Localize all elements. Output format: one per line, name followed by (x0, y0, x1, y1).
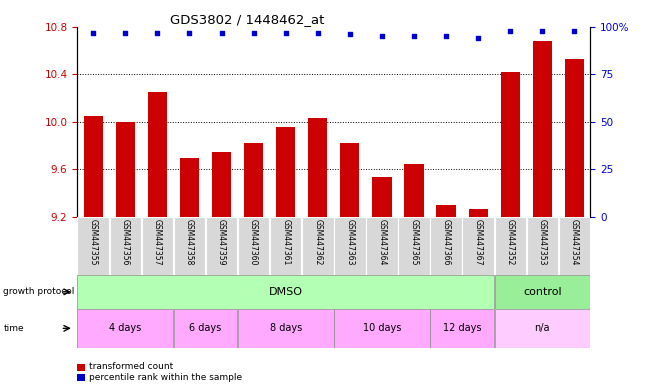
Text: GSM447359: GSM447359 (217, 219, 226, 265)
Bar (212, 152, 231, 217)
Bar (468, 209, 488, 217)
Text: time: time (3, 324, 24, 333)
Bar (174, 309, 238, 348)
Text: GSM447356: GSM447356 (121, 219, 130, 265)
Point (88, 30, 99, 36)
Point (344, 31, 355, 38)
Text: control: control (523, 287, 562, 297)
Bar (399, 217, 429, 275)
Point (248, 30, 259, 36)
Bar (276, 127, 295, 217)
Bar (340, 143, 360, 217)
Bar (180, 157, 199, 217)
Bar (495, 275, 590, 309)
Bar (533, 41, 552, 217)
Bar (77, 309, 173, 348)
Bar (495, 217, 526, 275)
Text: 6 days: 6 days (189, 323, 221, 333)
Text: GSM447362: GSM447362 (313, 219, 322, 265)
Text: 10 days: 10 days (363, 323, 401, 333)
Text: 4 days: 4 days (109, 323, 142, 333)
Point (184, 30, 195, 36)
Bar (206, 217, 238, 275)
Bar (334, 217, 366, 275)
Bar (372, 177, 392, 217)
Bar (501, 72, 520, 217)
Point (280, 30, 291, 36)
Point (537, 28, 548, 34)
Bar (270, 217, 301, 275)
Text: GSM447364: GSM447364 (378, 219, 386, 265)
Bar (430, 217, 462, 275)
Point (505, 28, 515, 34)
Text: growth protocol: growth protocol (3, 287, 74, 296)
Bar (77, 364, 85, 371)
Bar (527, 217, 558, 275)
Point (152, 30, 163, 36)
Bar (565, 59, 584, 217)
Text: GSM447363: GSM447363 (346, 219, 354, 265)
Bar (559, 217, 590, 275)
Text: GSM447365: GSM447365 (409, 219, 419, 265)
Text: GSM447353: GSM447353 (538, 219, 547, 265)
Bar (77, 275, 494, 309)
Bar (366, 217, 398, 275)
Bar (84, 116, 103, 217)
Text: GSM447355: GSM447355 (89, 219, 98, 265)
Point (569, 28, 580, 34)
Point (313, 30, 323, 36)
Bar (148, 92, 167, 217)
Bar (495, 309, 590, 348)
Bar (77, 217, 109, 275)
Bar (430, 309, 494, 348)
Text: GSM447352: GSM447352 (506, 219, 515, 265)
Text: GSM447366: GSM447366 (442, 219, 451, 265)
Bar (437, 205, 456, 217)
Bar (334, 309, 429, 348)
Text: GSM447354: GSM447354 (570, 219, 579, 265)
Bar (115, 122, 135, 217)
Text: n/a: n/a (535, 323, 550, 333)
Bar (308, 118, 327, 217)
Bar (174, 217, 205, 275)
Bar (109, 217, 141, 275)
Text: GDS3802 / 1448462_at: GDS3802 / 1448462_at (170, 13, 324, 26)
Point (441, 33, 452, 40)
Point (409, 33, 419, 40)
Text: GSM447367: GSM447367 (474, 219, 482, 265)
Bar (142, 217, 173, 275)
Point (120, 30, 131, 36)
Bar (405, 164, 423, 217)
Bar (302, 217, 333, 275)
Text: GSM447358: GSM447358 (185, 219, 194, 265)
Text: percentile rank within the sample: percentile rank within the sample (89, 372, 242, 382)
Text: transformed count: transformed count (89, 362, 174, 371)
Point (216, 30, 227, 36)
Bar (77, 374, 85, 381)
Point (376, 33, 387, 40)
Text: 12 days: 12 days (443, 323, 481, 333)
Text: GSM447360: GSM447360 (249, 219, 258, 265)
Bar (244, 143, 263, 217)
Bar (238, 217, 269, 275)
Bar (462, 217, 494, 275)
Text: GSM447357: GSM447357 (153, 219, 162, 265)
Text: DMSO: DMSO (268, 287, 303, 297)
Text: 8 days: 8 days (270, 323, 302, 333)
Text: GSM447361: GSM447361 (281, 219, 290, 265)
Point (473, 35, 484, 41)
Bar (238, 309, 333, 348)
